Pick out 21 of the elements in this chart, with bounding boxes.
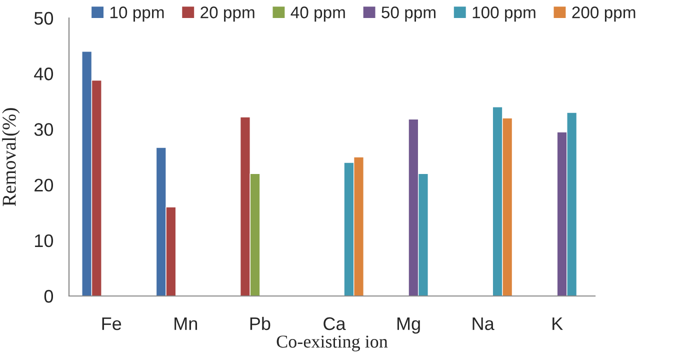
x-tick-label: Na xyxy=(472,317,494,330)
y-axis-title: Removal(%) xyxy=(2,108,20,206)
x-tick-label: Fe xyxy=(102,317,122,330)
legend-label: 20 ppm xyxy=(200,6,254,22)
x-tick-label: Mg xyxy=(397,317,420,334)
y-tick-label: 40 xyxy=(34,68,54,80)
y-tick-label: 50 xyxy=(34,12,54,25)
y-tick-label: 20 xyxy=(34,178,54,192)
y-tick-label: 0 xyxy=(44,290,54,303)
legend-label: 200 ppm xyxy=(572,6,636,22)
x-tick-label: Mn xyxy=(174,317,198,330)
x-tick-label: Ca xyxy=(324,317,346,330)
y-tick-label: 30 xyxy=(34,123,54,136)
x-axis-title: Co-existing ion xyxy=(276,336,388,352)
x-tick-label: Pb xyxy=(250,316,270,330)
x-tick-label: K xyxy=(552,317,563,330)
legend-label: 50 ppm xyxy=(382,6,436,22)
legend-label: 40 ppm xyxy=(290,6,345,22)
y-tick-label: 10 xyxy=(35,234,54,248)
legend-label: 10 ppm xyxy=(110,6,164,22)
legend-label: 100 ppm xyxy=(472,6,536,22)
